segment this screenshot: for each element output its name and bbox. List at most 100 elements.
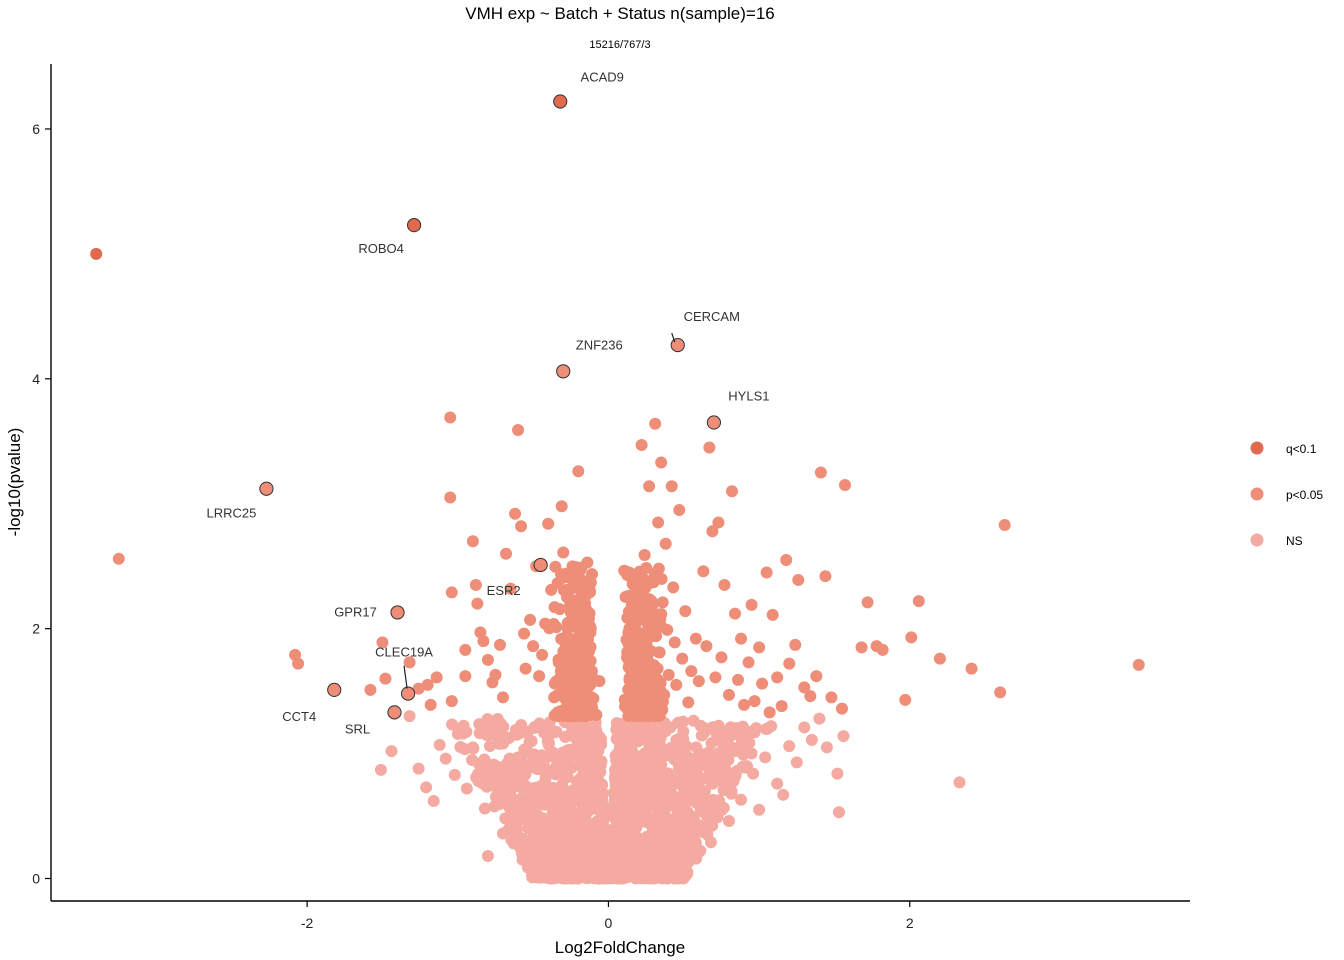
ns-point-cloud [510, 816, 523, 829]
ns-point-cloud [685, 810, 698, 823]
p-point [682, 696, 695, 709]
ns-point-cloud [556, 828, 569, 841]
legend-swatch [1250, 533, 1264, 547]
ns-point [552, 848, 565, 861]
p-point [655, 456, 668, 469]
ns-point-cloud [724, 721, 737, 734]
p-point [685, 665, 698, 678]
chart-subtitle: 15216/767/3 [589, 39, 650, 51]
ns-point [753, 803, 766, 816]
p-point-cloud [626, 657, 639, 670]
ns-point [747, 767, 760, 780]
y-tick-label: 6 [32, 121, 40, 137]
ns-point-cloud [651, 870, 664, 883]
ns-point [561, 792, 574, 805]
ns-point-cloud [701, 746, 714, 759]
ns-point [837, 730, 850, 743]
ns-point [481, 850, 494, 863]
ns-point [953, 776, 966, 789]
p-point [718, 578, 731, 591]
p-point [792, 573, 805, 586]
p-point [560, 567, 573, 580]
p-point [810, 670, 823, 683]
ns-point-cloud [706, 799, 719, 812]
ns-point-cloud [522, 793, 535, 806]
p-point [459, 643, 472, 656]
p-point [861, 596, 874, 609]
p-point [570, 655, 583, 668]
p-point [798, 681, 811, 694]
ns-point [637, 852, 650, 865]
ns-point-cloud [470, 771, 483, 784]
annotated-point-acad9 [553, 94, 568, 109]
ns-point [570, 727, 583, 740]
p-point [738, 698, 751, 711]
ns-point [619, 763, 632, 776]
ns-point [530, 783, 543, 796]
q-point [90, 247, 103, 260]
p-point [622, 703, 635, 716]
gene-label-robo4: ROBO4 [358, 241, 404, 256]
ns-point [820, 741, 833, 754]
ns-point [632, 785, 645, 798]
p-point [575, 587, 588, 600]
ns-point-cloud [505, 775, 518, 788]
ns-point [798, 721, 811, 734]
gene-label-znf236: ZNF236 [576, 337, 623, 352]
p-point-cloud [572, 709, 585, 722]
x-axis-ticks: -2 0 2 [301, 901, 914, 931]
ns-point [710, 728, 723, 741]
ns-point [516, 853, 529, 866]
ns-point-cloud [536, 868, 549, 881]
p-point [673, 503, 686, 516]
p-point [766, 608, 779, 621]
ns-point-cloud [488, 800, 501, 813]
p-point [679, 605, 692, 618]
ns-point [664, 813, 677, 826]
leader-line-cercam [671, 332, 676, 343]
ns-point [534, 836, 547, 849]
p-point [561, 622, 574, 635]
p-point [569, 678, 582, 691]
x-tick-label: -2 [301, 915, 314, 931]
ns-point-cloud [608, 787, 621, 800]
p-point [700, 640, 713, 653]
p-point [545, 583, 558, 596]
p-point [555, 500, 568, 513]
annotated-point-srl [387, 705, 402, 720]
p-point [742, 656, 755, 669]
ns-point [628, 817, 641, 830]
ns-point [427, 795, 440, 808]
p-point-cloud [627, 595, 640, 608]
ns-point-cloud [528, 761, 541, 774]
annotated-point-clec19a [400, 686, 416, 701]
ns-point-cloud [590, 731, 603, 744]
ns-point [593, 820, 606, 833]
ns-point-cloud [610, 717, 623, 730]
ns-point [677, 737, 690, 750]
ns-point [771, 777, 784, 790]
p-point-cloud [644, 644, 657, 657]
p-point-cloud [586, 568, 599, 581]
ns-point-cloud [619, 738, 632, 751]
p-point-cloud [548, 601, 561, 614]
p-point [835, 702, 848, 715]
ns-point [698, 785, 711, 798]
p-point [732, 673, 745, 686]
p-point [665, 480, 678, 493]
ns-point [735, 793, 748, 806]
gene-label-acad9: ACAD9 [581, 69, 624, 84]
p-point [780, 553, 793, 566]
p-point [994, 686, 1007, 699]
p-point [623, 672, 636, 685]
ns-point-cloud [611, 813, 624, 826]
ns-point [655, 758, 668, 771]
ns-point-cloud [696, 797, 709, 810]
ns-point [813, 712, 826, 725]
ns-point-cloud [519, 780, 532, 793]
p-point [634, 682, 647, 695]
p-point [775, 700, 788, 713]
ns-point [673, 846, 686, 859]
p-point [676, 652, 689, 665]
ns-point-cloud [646, 815, 659, 828]
